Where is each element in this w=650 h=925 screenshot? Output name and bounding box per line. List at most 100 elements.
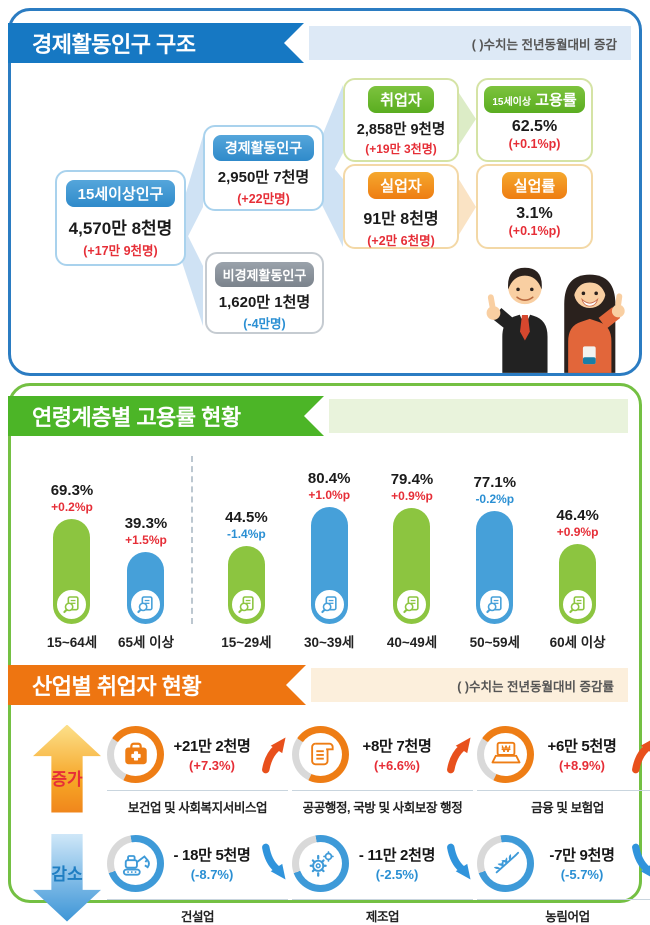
industry-label: 공공행정, 국방 및 사회보장 행정: [292, 790, 473, 816]
bar-change: -1.4%p: [227, 527, 266, 541]
chart-group-divider: [191, 456, 193, 624]
bar-icon-circle: [394, 587, 430, 622]
bar-label: 65세 이상: [117, 635, 175, 650]
bar-label: 40~49세: [386, 635, 438, 650]
flow-box-value: 4,570만 8천명: [68, 219, 173, 238]
industry-trend-arrow: [260, 734, 288, 774]
industry-value: - 18만 5천명: [173, 847, 251, 864]
industry-ring: [107, 834, 164, 892]
wheat-icon: [493, 851, 519, 874]
decrease-arrow: 감소: [29, 833, 105, 922]
bar-group-65세 이상: 39.3% +1.5%p 65세 이상: [109, 452, 183, 651]
flow-box-title: 실업률: [501, 172, 568, 199]
bar-icon-circle: [54, 587, 90, 622]
industry-value: -7만 9천명: [549, 847, 615, 864]
bar: [393, 508, 431, 624]
industry-numbers: +6만 5천명 (+8.9%): [539, 735, 625, 773]
decrease-items: - 18만 5천명 (-8.7%) 건설업 - 11만 2천명 (-2.5%) …: [105, 830, 650, 925]
flow-box-value: 1,620만 1천명: [218, 294, 311, 311]
flow-box-econ-inactive: 비경제활동인구 1,620만 1천명 (-4만명): [205, 252, 324, 334]
doc-search-icon: [63, 596, 80, 614]
down-swoosh-icon: [262, 843, 286, 880]
bar-group-60세 이상: 46.4% +0.9%p 60세 이상: [536, 452, 619, 651]
economic-structure-card: 경제활동인구 구조 ( )수치는 전년동월대비 증감 15세이상인구 4,570…: [8, 8, 642, 376]
flow-box-title: 취업자: [368, 86, 434, 113]
section2-title: 연령계층별 고용률 현황: [32, 405, 241, 430]
flow-box-change: (+22만명): [237, 192, 290, 206]
bar-label: 50~59세: [469, 635, 520, 650]
excavator-icon: [122, 855, 150, 876]
industry-ring: ₩: [477, 725, 534, 783]
increase-arrow: 증가: [29, 724, 105, 813]
up-swoosh-icon: [632, 740, 650, 774]
industry-numbers: -7만 9천명 (-5.7%): [539, 844, 625, 882]
bar: [559, 544, 597, 624]
bar-group-40~49세: 79.4% +0.9%p 40~49세: [371, 452, 454, 651]
bar-value: 46.4%: [556, 507, 599, 524]
doc-search-icon: [321, 596, 337, 614]
bar-icon-circle: [228, 587, 264, 622]
flow-box-employed: 취업자 2,858만 9천명 (+19만 3천명): [343, 78, 459, 162]
flow-box-value: 2,858만 9천명: [356, 122, 446, 138]
industry-rate: (+6.6%): [374, 758, 420, 773]
industry-item-decrease-0: - 18만 5천명 (-8.7%) 건설업: [105, 830, 290, 925]
bar-change: -0.2%p: [475, 492, 515, 506]
industry-item-top: -7만 9천명 (-5.7%): [477, 830, 650, 896]
industry-ring: [107, 725, 164, 783]
people-illustration: [486, 267, 625, 373]
industry-ring-inner: [484, 841, 527, 885]
industry-trend-arrow: [260, 843, 288, 883]
bar-change: +0.2%p: [51, 500, 93, 514]
decrease-label: 감소: [51, 864, 83, 884]
industry-value: +21만 2천명: [173, 738, 251, 755]
industry-item-increase-0: +21만 2천명 (+7.3%) 보건업 및 사회복지서비스업: [105, 721, 290, 816]
bar: [227, 546, 265, 624]
industry-label: 건설업: [107, 899, 288, 925]
section3-header: 산업별 취업자 현황 ( )수치는 전년동월대비 증감률: [8, 665, 628, 705]
industry-rate: (-2.5%): [375, 867, 419, 882]
down-swoosh-icon: [632, 843, 650, 877]
bar-stack: 80.4% +1.0%p: [308, 452, 350, 624]
section1-header: 경제활동인구 구조 ( )수치는 전년동월대비 증감: [8, 23, 631, 63]
laptop-won-icon: ₩: [491, 741, 520, 764]
flow-box-change: (-4만명): [243, 317, 286, 331]
flow-box-value: 3.1%: [516, 205, 553, 222]
bar-change: +0.9%p: [391, 489, 433, 503]
flow-box-title: 15세이상 고용률: [484, 86, 585, 113]
industry-ring-inner: ₩: [484, 732, 527, 776]
bar-stack: 69.3% +0.2%p: [51, 452, 93, 624]
industry-label: 제조업: [292, 899, 473, 925]
doc-search-icon: [238, 596, 254, 614]
bar-stack: 39.3% +1.5%p: [125, 452, 167, 624]
industry-item-top: - 11만 2천명 (-2.5%): [292, 830, 473, 896]
industry-numbers: - 11만 2천명 (-2.5%): [354, 844, 440, 882]
industry-value: - 11만 2천명: [358, 847, 436, 864]
medical-bag-icon: [124, 742, 147, 765]
gears-icon: [309, 851, 334, 877]
industry-increase-row: 증가 +21만 2천명 (+7.3%) 보건업 및 사회복지서비스업: [29, 721, 650, 816]
bar-change: +0.9%p: [556, 525, 599, 539]
employment-rate-bar-chart: 69.3% +0.2%p 15~64세 39.3% +1.5%p 65세 이상 …: [11, 436, 639, 651]
employment-detail-card: 연령계층별 고용률 현황 69.3% +0.2%p 15~64세 39.3% +…: [8, 383, 650, 924]
industry-value: +8만 7천명: [362, 738, 432, 755]
flow-box-title: 실업자: [368, 172, 434, 199]
flow-connectors: [182, 85, 476, 326]
flow-box-econ-active: 경제활동인구 2,950만 7천명 (+22만명): [203, 125, 324, 211]
industry-item-increase-2: ₩ +6만 5천명 (+8.9%) 금융 및 보험업: [475, 721, 650, 816]
section3-title-ribbon: 산업별 취업자 현황: [8, 665, 306, 705]
industry-item-increase-1: +8만 7천명 (+6.6%) 공공행정, 국방 및 사회보장 행정: [290, 721, 475, 816]
bar-stack: 44.5% -1.4%p: [225, 452, 268, 624]
up-swoosh-icon: [447, 737, 471, 774]
svg-text:₩: ₩: [501, 744, 510, 754]
bar-label: 15~64세: [46, 635, 98, 650]
flow-box-title-prefix: 15세이상: [492, 97, 532, 108]
down-swoosh-icon: [447, 843, 471, 880]
industry-ring-inner: [299, 841, 342, 885]
section3-title: 산업별 취업자 현황: [32, 674, 202, 699]
bar-label: 30~39세: [304, 635, 355, 650]
flow-box-value: 2,950만 7천명: [217, 169, 310, 186]
flow-box-title: 15세이상인구: [65, 180, 176, 207]
bar-stack: 46.4% +0.9%p: [556, 452, 599, 624]
flow-box-change: (+0.1%p): [508, 137, 561, 151]
bar-icon-circle: [477, 587, 513, 622]
